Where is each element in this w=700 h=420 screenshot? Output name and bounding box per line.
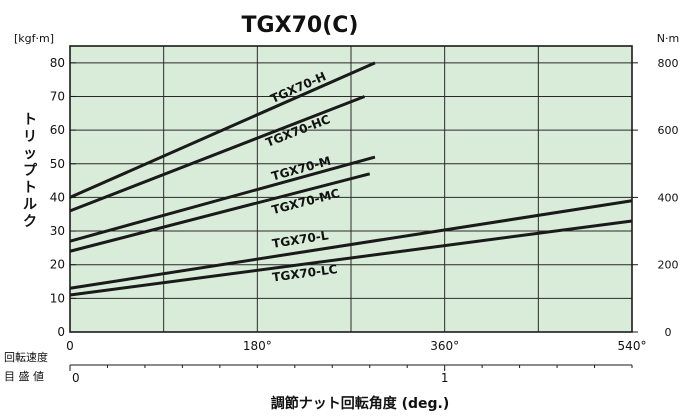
y-tick-label: 30 xyxy=(50,224,65,238)
speed-tick-label: 0 xyxy=(72,371,80,385)
y-tick-label: 20 xyxy=(50,258,65,272)
speed-tick-label: 1 xyxy=(441,371,449,385)
right-y-ticks: 0 200 400 600 800 xyxy=(632,57,679,339)
y-axis-label: トリップトルク xyxy=(23,112,38,230)
y-tick-label: 60 xyxy=(50,123,65,137)
x-ticks: 0 180° 360° 540° xyxy=(66,339,646,353)
y-tick-label: 0 xyxy=(57,325,65,339)
plot-frame xyxy=(69,45,633,333)
series-line xyxy=(69,61,376,199)
right-axis-unit: N·m xyxy=(657,32,679,45)
right-tick-label: 800 xyxy=(658,57,679,70)
series-line xyxy=(69,219,633,297)
right-tick-label: 0 xyxy=(665,326,672,339)
x-tick-label: 540° xyxy=(618,339,647,353)
series-line xyxy=(69,199,633,290)
x-axis-label: 調節ナット回転角度 (deg.) xyxy=(271,395,450,412)
left-axis-unit: [kgf·m] xyxy=(14,32,54,45)
series-line xyxy=(69,155,376,243)
x-tick-label: 0 xyxy=(66,339,74,353)
y-tick-label: 10 xyxy=(50,291,65,305)
x-tick-label: 360° xyxy=(430,339,459,353)
grid-lines xyxy=(69,46,633,332)
series-line xyxy=(69,172,371,253)
chart-title: TGX70(C) xyxy=(242,13,359,38)
speed-scale-label: 回転速度 xyxy=(4,350,48,364)
x-tick-label: 180° xyxy=(243,339,272,353)
y-tick-label: 70 xyxy=(50,89,65,103)
y-tick-label: 50 xyxy=(50,157,65,171)
y-tick-label: 80 xyxy=(50,56,65,70)
speed-scale-label-2: 目 盛 値 xyxy=(4,369,44,383)
left-y-ticks: 0 10 20 30 40 50 60 70 80 xyxy=(50,56,76,339)
right-tick-label: 200 xyxy=(658,259,679,272)
series-line xyxy=(69,95,366,213)
y-tick-label: 40 xyxy=(50,190,65,204)
right-tick-label: 400 xyxy=(658,191,679,204)
right-tick-label: 600 xyxy=(658,124,679,137)
